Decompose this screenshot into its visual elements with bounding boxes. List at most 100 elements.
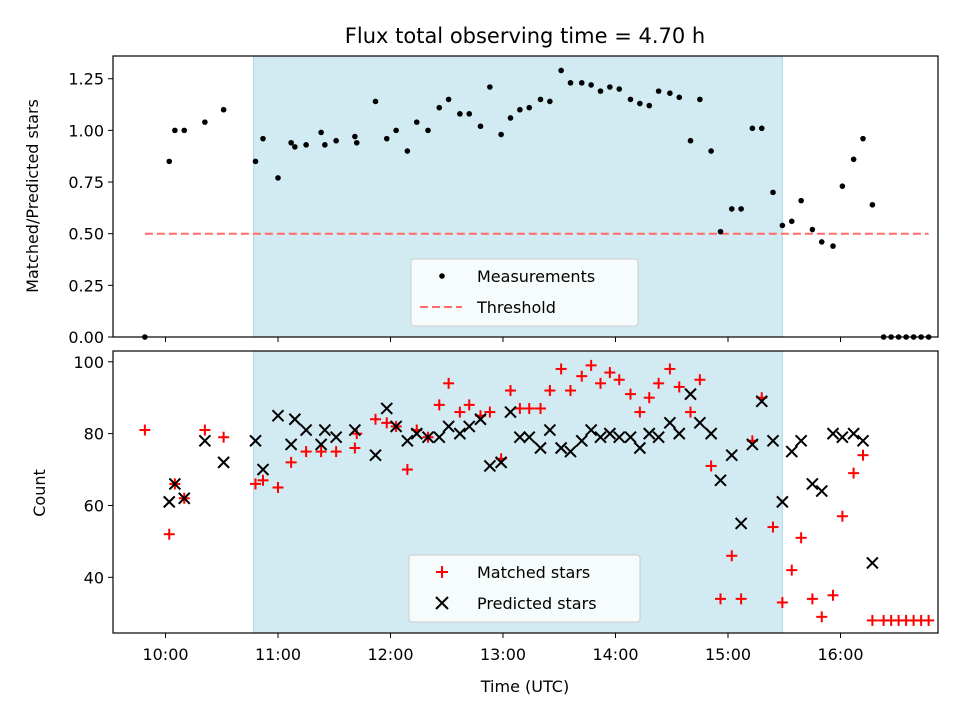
y-tick-label: 80: [84, 425, 104, 444]
matched-star-point: [257, 474, 269, 486]
predicted-star-point: [249, 434, 262, 448]
predicted-star-point: [256, 463, 270, 476]
predicted-star-point: [673, 427, 686, 440]
matched-star-point: [923, 614, 935, 626]
predicted-star-point: [318, 423, 332, 437]
count-panel: 40 60 80 100 10:00 11:00 12:00 13:00 14:00 15:00…: [30, 350, 939, 696]
predicted-star-point: [168, 477, 182, 491]
measurement-point: [393, 127, 399, 134]
measurement-point: [436, 104, 443, 111]
ratio-y-axis-label: Matched/Predicted stars: [23, 99, 42, 293]
measurement-point: [487, 84, 493, 90]
measurement-point: [708, 148, 714, 154]
measurement-point: [798, 197, 804, 204]
predicted-star-point: [314, 438, 328, 451]
measurement-point: [252, 158, 259, 165]
predicted-star-point: [704, 427, 718, 440]
x-tick-label: 15:00: [705, 645, 751, 664]
chart-title: Flux total observing time = 4.70 h: [345, 24, 705, 48]
measurement-point: [567, 80, 574, 86]
measurement-point: [687, 137, 694, 144]
predicted-star-point: [483, 459, 497, 473]
matched-star-point: [673, 381, 685, 393]
predicted-star-point: [329, 431, 343, 444]
measurement-point: [526, 104, 533, 111]
matched-star-point: [199, 424, 211, 436]
matched-star-point: [433, 399, 445, 411]
measurement-point: [607, 84, 613, 90]
matched-star-point: [827, 589, 839, 601]
predicted-star-point: [543, 423, 557, 437]
matched-star-point: [349, 442, 361, 454]
predicted-star-point: [369, 448, 382, 462]
matched-star-point: [443, 377, 455, 389]
matched-star-point: [857, 449, 869, 461]
matched-star-point: [836, 510, 848, 522]
predicted-star-point: [776, 495, 789, 509]
legend-matched-label: Matched stars: [477, 563, 590, 582]
x-tick-label: 11:00: [255, 645, 301, 664]
predicted-star-point: [163, 495, 176, 509]
predicted-star-point: [299, 423, 313, 437]
x-tick-label: 12:00: [367, 645, 413, 664]
measurement-point: [383, 135, 390, 142]
matched-star-point: [544, 385, 556, 397]
matched-star-point: [735, 593, 747, 605]
count-legend-box: [408, 554, 641, 623]
predicted-star-point: [442, 420, 455, 433]
measurement-point: [717, 228, 724, 235]
predicted-star-point: [746, 438, 759, 451]
matched-star-point: [370, 413, 381, 425]
measurement-point: [166, 158, 173, 165]
ratio-panel: 0.00 0.25 0.50 0.75 1.00 1.25 Matched/Predict…: [23, 55, 939, 347]
matched-star-point: [463, 399, 475, 411]
y-tick-label: 100: [73, 353, 104, 372]
measurement-point: [372, 98, 379, 105]
matched-star-point: [565, 385, 576, 397]
predicted-star-point: [463, 420, 476, 433]
count-axes-frame: [112, 350, 939, 634]
matched-star-point: [401, 464, 413, 476]
measurement-point: [788, 218, 795, 225]
measurement-point: [758, 125, 765, 132]
predicted-star-point: [663, 416, 677, 430]
matched-star-point: [351, 428, 363, 440]
predicted-star-point: [564, 445, 577, 458]
matched-star-point: [613, 374, 625, 386]
measurement-point: [466, 111, 473, 117]
predicted-star-point: [766, 434, 780, 448]
predicted-star-point: [613, 431, 626, 444]
matched-star-point: [163, 528, 175, 540]
matched-star-point: [523, 402, 535, 414]
measurement-point: [303, 142, 309, 148]
matched-star-point: [664, 363, 676, 375]
measurement-point: [616, 86, 623, 92]
measurement-point: [404, 148, 411, 154]
measurement-point: [676, 94, 683, 101]
measurement-point: [517, 106, 523, 113]
predicted-star-point: [523, 431, 536, 444]
y-tick-label: 0.00: [68, 328, 104, 347]
measurement-point: [498, 131, 504, 138]
measurement-point: [353, 139, 360, 146]
predicted-star-point: [453, 427, 467, 440]
predicted-star-point: [794, 434, 808, 448]
matched-star-point: [555, 363, 567, 375]
matched-star-point: [272, 482, 284, 494]
predicted-star-point: [421, 431, 435, 444]
measurement-point: [627, 96, 634, 103]
predicted-star-point: [633, 441, 647, 455]
ratio-y-ticks: 0.00 0.25 0.50 0.75 1.00 1.25: [68, 70, 113, 347]
x-tick-label: 14:00: [592, 645, 638, 664]
measurement-point: [181, 127, 188, 134]
matched-star-point: [806, 593, 818, 605]
matched-star-point: [505, 385, 516, 397]
predicted-star-point: [575, 434, 588, 448]
predicted-star-point: [847, 427, 860, 440]
measurement-point: [333, 137, 339, 144]
predicted-star-point: [785, 445, 798, 458]
matched-star-point: [786, 564, 798, 576]
predicted-star-point: [714, 474, 727, 487]
ratio-x-ticks: [165, 337, 841, 342]
